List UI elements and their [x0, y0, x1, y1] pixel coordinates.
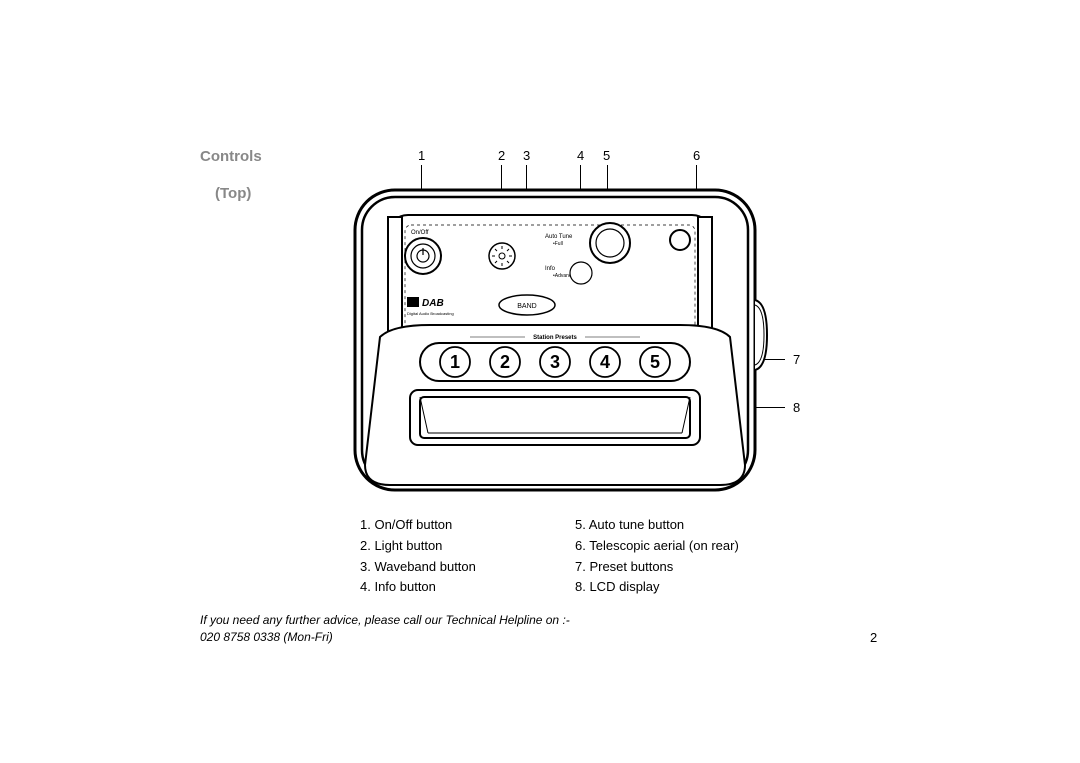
svg-text:3: 3 — [550, 352, 560, 372]
callout-5: 5 — [603, 148, 610, 163]
subtitle: (Top) — [215, 185, 251, 202]
band-button: BAND — [499, 295, 555, 315]
svg-text:2: 2 — [500, 352, 510, 372]
aerial-icon — [670, 230, 690, 250]
info-button — [570, 262, 592, 284]
callout-2: 2 — [498, 148, 505, 163]
legend-item: 2. Light button — [360, 536, 476, 557]
callout-4: 4 — [577, 148, 584, 163]
callout-6: 6 — [693, 148, 700, 163]
legend-right: 5. Auto tune button 6. Telescopic aerial… — [575, 515, 739, 598]
svg-text:DAB: DAB — [422, 298, 444, 309]
legend-item: 5. Auto tune button — [575, 515, 739, 536]
autotune-label: Auto Tune — [545, 234, 573, 240]
lcd-display — [410, 390, 700, 445]
callout-3: 3 — [523, 148, 530, 163]
presets-header: Station Presets — [533, 335, 577, 341]
legend-item: 4. Info button — [360, 577, 476, 598]
legend-item: 3. Waveband button — [360, 557, 476, 578]
legend-item: 1. On/Off button — [360, 515, 476, 536]
legend-left: 1. On/Off button 2. Light button 3. Wave… — [360, 515, 476, 598]
light-button — [489, 243, 515, 269]
svg-text:Digital Audio Broadcasting: Digital Audio Broadcasting — [407, 311, 454, 316]
section-title: Controls — [200, 148, 262, 165]
onoff-button — [405, 238, 441, 274]
autotune-sub: •Full — [553, 241, 563, 247]
svg-text:1: 1 — [450, 352, 460, 372]
onoff-label: On/Off — [411, 230, 429, 236]
svg-text:5: 5 — [650, 352, 660, 372]
info-label: Info — [545, 266, 556, 272]
legend-item: 6. Telescopic aerial (on rear) — [575, 536, 739, 557]
legend-item: 7. Preset buttons — [575, 557, 739, 578]
footer-line1: If you need any further advice, please c… — [200, 613, 570, 627]
radio-diagram: On/Off Auto Tune •Full Info •Advanced — [350, 185, 770, 505]
callout-1: 1 — [418, 148, 425, 163]
legend-item: 8. LCD display — [575, 577, 739, 598]
svg-text:BAND: BAND — [517, 303, 536, 310]
footer-line2: 020 8758 0338 (Mon-Fri) — [200, 630, 333, 644]
page-number: 2 — [870, 630, 877, 645]
svg-text:4: 4 — [600, 352, 610, 372]
callout-7: 7 — [793, 352, 800, 367]
autotune-button — [590, 223, 630, 263]
callout-8: 8 — [793, 400, 800, 415]
tuning-knob — [755, 300, 767, 370]
